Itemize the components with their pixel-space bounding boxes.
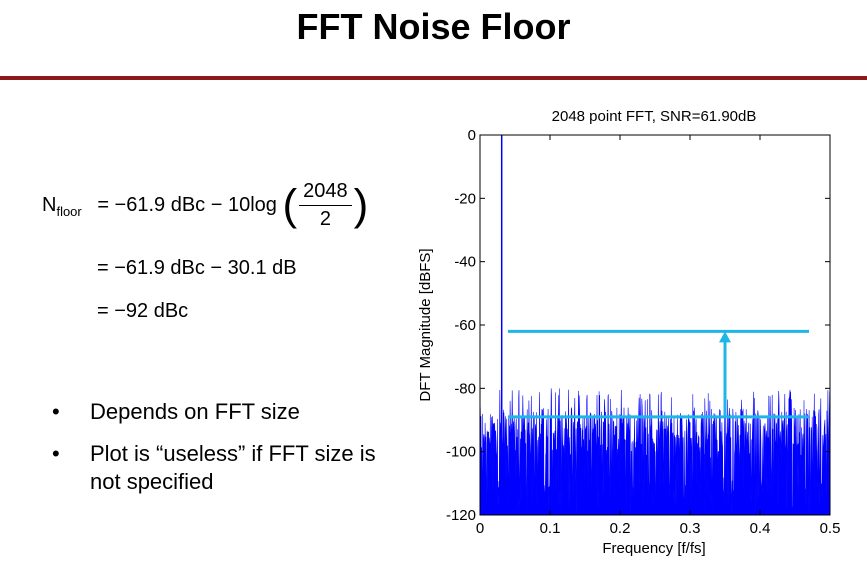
equation-1-rhs: = −61.9 dBc − 10log <box>97 193 277 216</box>
equation-line-1: Nfloor = −61.9 dBc − 10log (2048 2) <box>42 180 368 231</box>
equation-3-text: = −92 dBc <box>97 300 189 322</box>
x-tick-label: 0.2 <box>610 520 631 537</box>
x-axis-label: Frequency [f/fs] <box>602 540 705 557</box>
title-divider <box>0 76 867 80</box>
nfloor-symbol: N <box>42 193 57 216</box>
bullet-item: • Plot is “useless” if FFT size is not s… <box>52 440 382 496</box>
y-tick-label: -120 <box>446 507 476 524</box>
equation-2-text: = −61.9 dBc − 30.1 dB <box>97 257 297 279</box>
bullet-symbol: • <box>52 441 60 466</box>
fraction: 2048 2 <box>299 180 352 231</box>
bullet-text: Plot is “useless” if FFT size is not spe… <box>90 441 376 494</box>
y-tick-label: -80 <box>454 380 476 397</box>
bullet-list: • Depends on FFT size • Plot is “useless… <box>52 398 382 510</box>
right-paren: ) <box>353 180 369 230</box>
x-tick-label: 0.3 <box>680 520 701 537</box>
bullet-item: • Depends on FFT size <box>52 398 382 426</box>
bullet-symbol: • <box>52 399 60 424</box>
bullet-text: Depends on FFT size <box>90 399 300 424</box>
chart-title: 2048 point FFT, SNR=61.90dB <box>552 108 757 125</box>
y-axis-label: DFT Magnitude [dBFS] <box>417 248 434 401</box>
fraction-denominator: 2 <box>319 208 331 230</box>
noise-spectrum <box>479 135 831 516</box>
y-tick-label: -20 <box>454 190 476 207</box>
x-tick-label: 0.5 <box>820 520 841 537</box>
nfloor-subscript: floor <box>56 203 82 219</box>
y-tick-label: -40 <box>454 254 476 271</box>
x-tick-label: 0.1 <box>540 520 561 537</box>
x-tick-label: 0.4 <box>750 520 771 537</box>
annotations <box>508 329 809 419</box>
y-tick-label: -100 <box>446 444 476 461</box>
y-tick-label: 0 <box>468 127 476 144</box>
left-paren: ( <box>282 180 298 230</box>
equation-line-2: = −61.9 dBc − 30.1 dB <box>97 257 297 280</box>
arrow-head <box>719 331 731 343</box>
noise-trace <box>479 388 831 516</box>
y-tick-label: -60 <box>454 317 476 334</box>
fraction-numerator: 2048 <box>299 180 352 206</box>
x-tick-label: 0 <box>476 520 484 537</box>
slide-title: FFT Noise Floor <box>296 6 571 47</box>
equation-line-3: = −92 dBc <box>97 300 188 323</box>
